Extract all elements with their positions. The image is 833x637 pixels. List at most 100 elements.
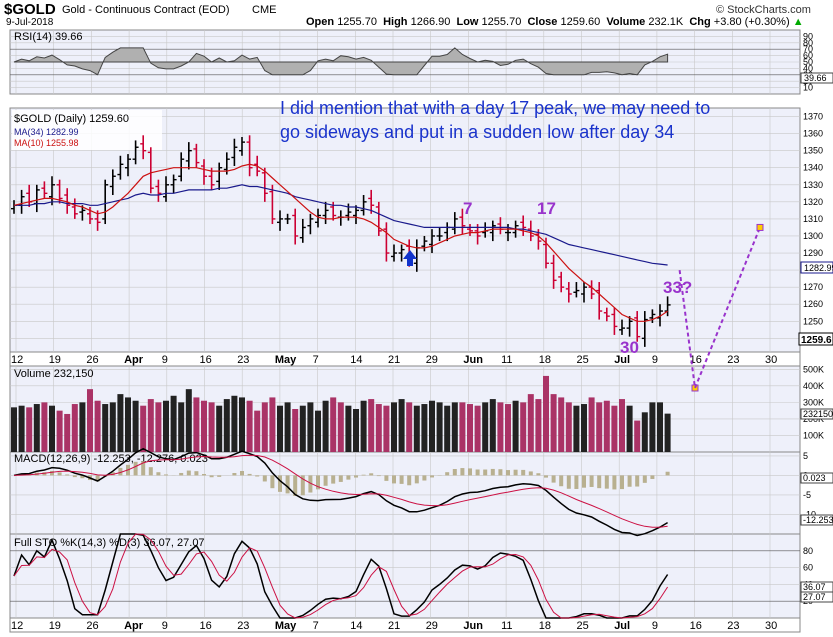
macd-hist-bar xyxy=(285,475,290,494)
rsi-title: RSI(14) 39.66 xyxy=(14,31,82,43)
macd-hist-bar xyxy=(422,475,427,481)
macd-hist-bar xyxy=(384,475,389,481)
rsi-tick-label: 50 xyxy=(803,57,813,67)
volume-bar xyxy=(102,404,109,452)
x-tick-label-bottom: 25 xyxy=(577,620,589,632)
macd-hist-bar xyxy=(407,475,412,486)
cycle-label-30: 30 xyxy=(620,338,639,357)
symbol-title: $GOLD xyxy=(4,1,56,18)
volume-bar xyxy=(489,399,496,452)
volume-bar xyxy=(603,400,610,452)
x-tick-label-bottom: 30 xyxy=(765,620,777,632)
macd-hist-bar xyxy=(574,475,579,489)
macd-hist-bar xyxy=(293,475,298,496)
volume-bar xyxy=(223,399,230,452)
volume-bar xyxy=(208,402,215,452)
macd-tick-label: -5 xyxy=(803,490,811,500)
macd-hist-bar xyxy=(536,473,541,476)
x-tick-label-bottom: 9 xyxy=(652,620,658,632)
volume-bar xyxy=(467,404,473,452)
macd-hist-bar xyxy=(566,475,571,489)
volume-bar xyxy=(178,402,185,452)
volume-bar xyxy=(330,397,337,452)
volume-bar xyxy=(444,405,451,452)
macd-hist-bar xyxy=(475,469,480,476)
macd-hist-bar xyxy=(551,475,556,483)
macd-hist-bar xyxy=(331,475,336,484)
macd-hist-bar xyxy=(521,469,526,476)
x-tick-label: 26 xyxy=(86,354,98,366)
x-tick-label: May xyxy=(275,354,297,366)
macd-hist-bar xyxy=(42,472,47,476)
volume-bar xyxy=(398,399,405,452)
volume-bar xyxy=(451,402,458,452)
price-tick-label: 1340 xyxy=(803,163,823,173)
projection-arrow xyxy=(678,227,761,392)
macd-hist-bar xyxy=(148,467,153,476)
macd-hist-bar xyxy=(513,469,518,476)
volume-bar xyxy=(41,402,48,452)
volume-bar xyxy=(368,399,375,452)
volume-bar xyxy=(375,404,382,452)
close-value-box xyxy=(798,332,833,346)
volume-bar xyxy=(94,400,101,452)
volume-bar xyxy=(163,400,169,452)
x-tick-label: 7 xyxy=(313,354,319,366)
volume-title: Volume 232,150 xyxy=(14,368,94,380)
symbol-description: Gold - Continuous Contract (EOD) xyxy=(62,4,230,16)
volume-bar xyxy=(49,405,55,452)
price-tick-label: 1320 xyxy=(803,197,823,207)
x-tick-label: 29 xyxy=(426,354,438,366)
ohlc-bar: Open 1255.70 High 1266.90 Low 1255.70 Cl… xyxy=(306,16,804,28)
volume-bar xyxy=(64,413,71,452)
price-bars xyxy=(11,135,699,392)
macd-hist-bar xyxy=(498,469,503,476)
macd-hist-bar xyxy=(589,475,594,487)
chg-label: Chg xyxy=(689,16,711,28)
rsi-tick-label: 10 xyxy=(803,83,813,93)
price-tick-label: 1330 xyxy=(803,180,823,190)
volume-bar xyxy=(231,395,238,452)
volume-bar xyxy=(436,402,443,452)
x-tick-label-bottom: 11 xyxy=(501,620,512,632)
macd-hist-bar xyxy=(650,475,655,479)
volume-bar xyxy=(482,402,489,452)
ma34-value-label: 1282.99 xyxy=(804,263,833,273)
macd-hist-bar xyxy=(346,475,351,480)
macd-hist-bar xyxy=(582,475,586,488)
price-tick-label: 1310 xyxy=(803,214,823,224)
open-label: Open xyxy=(306,16,335,28)
volume-bar xyxy=(239,397,245,452)
macd-hist-bar xyxy=(627,475,632,487)
macd-signal-line xyxy=(13,454,668,528)
ma10-legend: MA(10) 1255.98 xyxy=(14,138,79,148)
macd-hist-bar xyxy=(490,468,495,476)
rsi-value-label: 39.66 xyxy=(804,73,827,83)
volume-bar xyxy=(611,405,618,452)
watermark: © StockCharts.com xyxy=(716,4,811,16)
volume-bar xyxy=(315,410,321,452)
volume-bar xyxy=(558,397,565,452)
annotation-line-1: I did mention that with a day 17 peak, w… xyxy=(280,98,710,118)
rsi-tick-label: 80 xyxy=(803,38,813,48)
macd-hist-bar xyxy=(133,461,138,476)
x-tick-label: 12 xyxy=(11,354,23,366)
x-tick-label: 14 xyxy=(350,354,362,366)
cycle-label-33: 33? xyxy=(663,278,692,297)
volume-bar xyxy=(299,405,306,452)
volume-bar xyxy=(269,397,276,452)
open-value: 1255.70 xyxy=(337,16,377,28)
macd-hist-bar xyxy=(414,475,419,484)
volume-bar xyxy=(527,394,534,452)
volume-bar xyxy=(512,400,519,452)
rsi-tick-label: 90 xyxy=(803,31,813,41)
macd-hist-bar xyxy=(361,474,366,476)
macd-hist-bar xyxy=(240,471,244,476)
volume-bar xyxy=(664,413,671,452)
x-axis-strip-bottom xyxy=(9,617,801,633)
volume-bar xyxy=(261,402,268,452)
volume-bar xyxy=(634,420,641,452)
cycle-label-17: 17 xyxy=(537,199,556,218)
volume-bar xyxy=(193,397,200,452)
